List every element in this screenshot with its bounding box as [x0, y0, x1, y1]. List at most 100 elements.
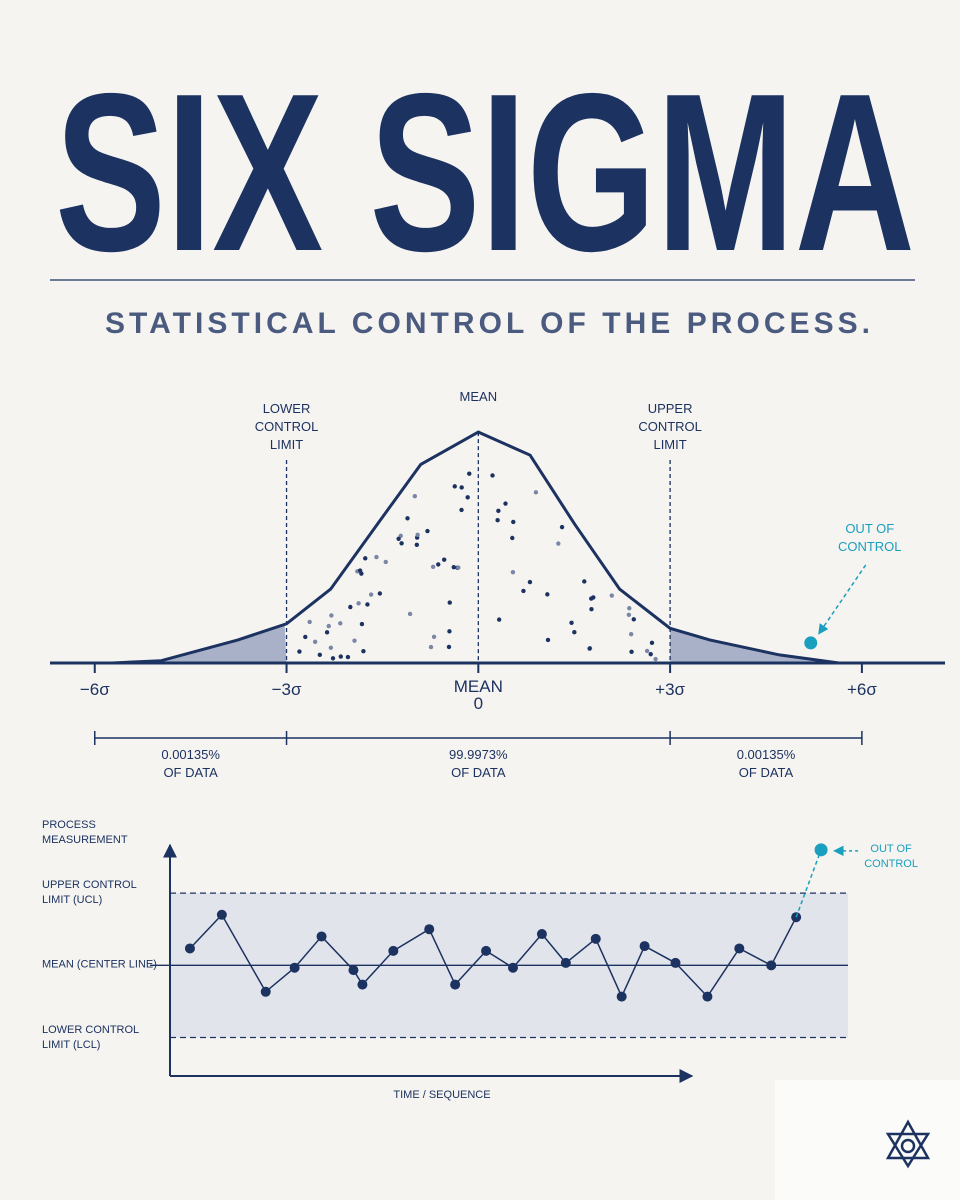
tail-area — [670, 628, 839, 663]
texture-dot — [587, 646, 592, 651]
texture-dot — [490, 473, 495, 478]
texture-dot — [405, 516, 410, 521]
texture-dot — [510, 535, 515, 541]
texture-dot — [368, 592, 374, 597]
subtitle: STATISTICAL CONTROL OF THE PROCESS. — [105, 307, 870, 340]
texture-dot — [430, 564, 436, 570]
data-point — [424, 924, 435, 935]
texture-dot — [495, 518, 500, 523]
texture-dot — [359, 571, 364, 576]
y-axis-label: PROCESS MEASUREMENT — [42, 819, 128, 846]
texture-dot — [431, 634, 437, 639]
texture-dot — [326, 623, 331, 629]
texture-dot — [503, 501, 508, 506]
texture-dot — [569, 620, 574, 626]
y-tick-label: LOWER CONTROL LIMIT (LCL) — [42, 1023, 140, 1051]
y-tick-label: MEAN (CENTER LINE) — [42, 958, 157, 971]
x-axis-label: TIME / SEQUENCE — [393, 1089, 491, 1101]
texture-dot — [511, 519, 516, 525]
texture-dot — [352, 638, 357, 643]
out-of-control-segment — [795, 849, 822, 918]
data-point — [590, 933, 601, 944]
texture-dot — [359, 621, 365, 627]
texture-dot — [446, 644, 452, 650]
texture-dot — [496, 508, 501, 514]
out-of-control-label: OUT OF CONTROL — [864, 842, 918, 870]
data-point — [216, 909, 227, 920]
texture-dot — [407, 611, 413, 617]
texture-dot — [363, 556, 368, 561]
texture-dot — [365, 602, 370, 607]
texture-dot — [412, 494, 418, 499]
texture-dot — [521, 588, 526, 594]
texture-dot — [396, 536, 401, 541]
texture-dot — [609, 593, 615, 598]
process-line — [189, 913, 797, 999]
texture-dot — [338, 621, 343, 626]
texture-dot — [436, 562, 441, 567]
texture-dot — [329, 613, 334, 618]
texture-dot — [374, 554, 379, 560]
texture-dot — [425, 528, 430, 534]
texture-dot — [589, 607, 594, 612]
texture-dot — [383, 559, 388, 565]
texture-dot — [631, 617, 636, 622]
data-point — [616, 991, 627, 1002]
texture-dot — [345, 654, 351, 660]
title: SIX SIGMA — [55, 46, 915, 298]
region-note: OF DATA — [451, 765, 506, 780]
out-of-control-point — [804, 636, 818, 650]
annotation-arrow — [818, 564, 867, 635]
texture-dot — [441, 557, 447, 562]
data-point — [289, 962, 300, 973]
logo — [885, 1119, 931, 1169]
texture-dot — [307, 619, 312, 625]
texture-dot — [356, 601, 361, 606]
texture-dot — [649, 640, 655, 645]
x-tick-label: −3σ — [271, 680, 302, 699]
texture-dot — [589, 596, 594, 601]
texture-dot — [330, 656, 336, 661]
region-value-label: 99.9973% — [449, 747, 508, 762]
region-value-label: 0.00135% — [736, 747, 796, 762]
mean-axis-label: MEAN — [453, 677, 503, 696]
texture-dot — [303, 634, 308, 640]
texture-dot — [451, 564, 456, 570]
texture-dot — [510, 570, 516, 575]
data-point — [536, 929, 547, 940]
region-note: OF DATA — [163, 765, 218, 780]
data-point — [450, 979, 461, 990]
data-point — [184, 943, 195, 954]
mean-label: MEAN — [459, 389, 498, 404]
texture-dot — [297, 649, 302, 654]
data-point — [348, 965, 359, 976]
data-point — [260, 986, 271, 997]
texture-dot — [456, 565, 461, 570]
x-tick-label: 0 — [473, 694, 484, 713]
tail-area — [112, 624, 287, 663]
data-point — [670, 957, 681, 968]
control-limit-label: LOWER CONTROL LIMIT — [254, 401, 319, 452]
texture-dot — [447, 600, 452, 605]
texture-dot — [644, 648, 650, 654]
data-point — [357, 979, 368, 990]
texture-dot — [447, 629, 452, 634]
texture-dot — [653, 656, 658, 662]
texture-dot — [465, 495, 470, 500]
texture-dot — [545, 637, 551, 643]
texture-dot — [582, 579, 587, 584]
texture-dot — [399, 541, 404, 546]
texture-dot — [648, 651, 653, 657]
x-tick-label: −6σ — [79, 680, 110, 699]
data-point — [316, 931, 327, 942]
texture-dot — [628, 632, 634, 637]
y-tick-label: UPPER CONTROL LIMIT (UCL) — [42, 879, 137, 907]
texture-dot — [545, 592, 550, 597]
texture-dot — [533, 490, 539, 495]
texture-dot — [559, 524, 565, 530]
texture-dot — [338, 654, 344, 659]
texture-dot — [415, 532, 420, 538]
out-of-control-label teal: OUT OF CONTROL — [837, 521, 902, 554]
data-point — [388, 945, 399, 956]
